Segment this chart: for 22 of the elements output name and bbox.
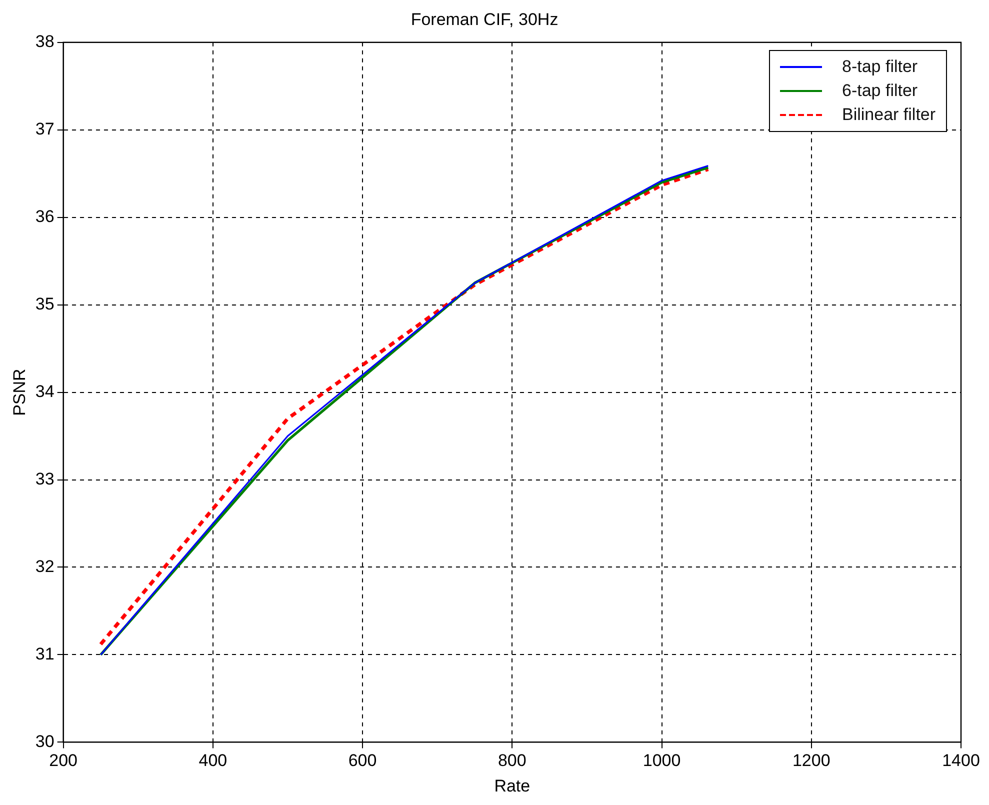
x-tick-label: 200: [49, 751, 78, 770]
y-tick-label: 30: [35, 732, 54, 751]
legend-label: 6-tap filter: [842, 81, 918, 102]
y-tick-label: 37: [35, 120, 54, 139]
y-tick-label: 38: [35, 32, 54, 52]
y-tick-label: 32: [35, 556, 54, 576]
y-tick-label: 35: [35, 294, 54, 314]
x-tick-label: 800: [498, 751, 526, 770]
x-axis-title: Rate: [494, 776, 530, 796]
x-tick-label: 1000: [642, 751, 681, 770]
legend-label: Bilinear filter: [842, 105, 936, 126]
y-axis-title: PSNR: [10, 368, 29, 416]
legend-label: 8-tap filter: [842, 57, 918, 78]
x-tick-label: 1200: [792, 751, 830, 770]
y-tick-label: 34: [35, 382, 54, 401]
x-tick-label: 600: [348, 751, 377, 770]
y-tick-label: 31: [35, 644, 54, 664]
x-tick-label: 1400: [942, 751, 980, 770]
y-tick-label: 33: [35, 469, 54, 488]
y-tick-label: 36: [35, 207, 54, 226]
chart-title: Foreman CIF, 30Hz: [410, 10, 558, 29]
x-tick-label: 400: [198, 751, 228, 770]
